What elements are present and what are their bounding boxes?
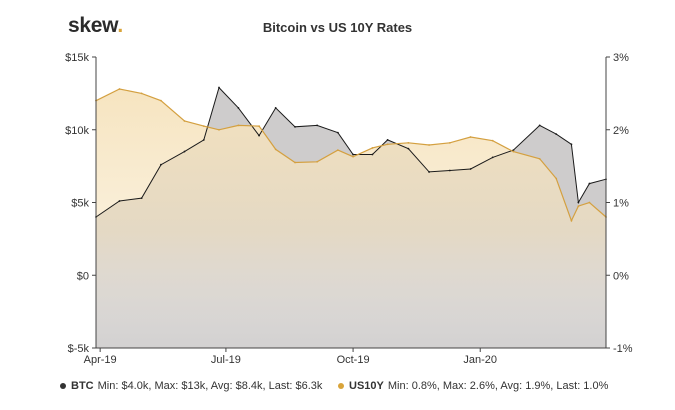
legend-us10y-stats: Min: 0.8%, Max: 2.6%, Avg: 1.9%, Last: 1…	[387, 380, 609, 392]
btc-point-1	[118, 200, 121, 202]
us10y-point-22	[538, 157, 541, 160]
btc-point-12	[336, 131, 339, 134]
us10y-point-16	[407, 141, 410, 144]
y-right-tick-label-4: -1%	[613, 343, 633, 355]
legend-us10y-dot-icon	[338, 383, 344, 390]
y-left-tick-label-2: $5k	[71, 198, 89, 210]
btc-point-15	[386, 139, 389, 141]
y-left-tick-label-3: $0	[77, 270, 89, 282]
us10y-point-11	[316, 160, 319, 163]
legend-btc-dot-icon	[60, 383, 66, 390]
btc-line	[95, 86, 607, 218]
btc-point-18	[448, 169, 451, 172]
us10y-point-12	[336, 149, 339, 152]
us10y-point-2	[140, 92, 143, 95]
us10y-point-5	[202, 125, 205, 128]
us10y-point-13	[352, 155, 354, 158]
legend-btc[interactable]: BTC Min: $4.0k, Max: $13k, Avg: $8.4k, La…	[60, 380, 322, 392]
btc-point-16	[407, 147, 410, 150]
us10y-point-9	[274, 148, 277, 151]
btc-point-14	[371, 153, 374, 156]
btc-point-3	[160, 163, 162, 166]
logo-text: skew	[68, 14, 118, 37]
us10y-point-19	[469, 136, 472, 138]
btc-point-8	[258, 134, 260, 137]
y-left-tick-label-0: $15k	[65, 52, 89, 64]
btc-point-6	[218, 86, 220, 89]
us10y-point-17	[428, 144, 430, 146]
y-right-tick-label-0: 3%	[613, 52, 629, 64]
x-tick-label-1: Jul-19	[211, 354, 241, 366]
btc-point-19	[469, 168, 472, 170]
us10y-point-25	[577, 205, 580, 208]
us10y-point-4	[183, 120, 186, 122]
btc-point-20	[491, 156, 494, 159]
us10y-point-10	[294, 161, 296, 164]
btc-point-13	[352, 153, 354, 156]
btc-point-11	[316, 124, 319, 127]
btc-point-9	[274, 107, 277, 109]
x-tick-label-0: Apr-19	[84, 354, 117, 366]
chart-title: Bitcoin vs US 10Y Rates	[262, 20, 413, 35]
btc-point-26	[588, 182, 591, 185]
btc-point-10	[294, 125, 296, 128]
btc-point-23	[555, 133, 558, 136]
btc-point-24	[570, 143, 573, 146]
us10y-point-1	[118, 88, 121, 90]
btc-point-17	[428, 171, 430, 173]
x-tick-label-3: Jan-20	[463, 354, 497, 366]
us10y-point-6	[218, 128, 220, 131]
legend-btc-name: BTC	[71, 380, 94, 392]
legend-us10y[interactable]: US10Y Min: 0.8%, Max: 2.6%, Avg: 1.9%, La…	[338, 380, 608, 392]
y-right-tick-label-1: 2%	[613, 125, 629, 137]
us10y-point-7	[237, 124, 240, 127]
btc-point-25	[577, 201, 580, 204]
y-left-tick-label-1: $10k	[65, 125, 89, 137]
y-right-tick-label-2: 1%	[613, 198, 629, 210]
btc-point-21	[512, 149, 515, 152]
us10y-area	[96, 89, 606, 348]
us10y-point-14	[371, 147, 374, 149]
legend-btc-stats: Min: $4.0k, Max: $13k, Avg: $8.4k, Last:…	[97, 380, 323, 392]
legend-us10y-name: US10Y	[349, 380, 384, 392]
us10y-point-26	[588, 201, 591, 204]
us10y-point-20	[491, 139, 494, 142]
btc-point-5	[202, 139, 205, 141]
us10y-point-3	[160, 99, 162, 102]
us10y-point-18	[448, 141, 451, 144]
y-left-tick-label-4: $-5k	[68, 343, 90, 355]
us10y-point-23	[555, 177, 558, 180]
btc-point-22	[538, 124, 541, 127]
us10y-point-24	[570, 219, 573, 222]
us10y-point-21	[512, 150, 515, 153]
skew-logo: skew.	[68, 14, 123, 38]
btc-point-2	[140, 197, 143, 200]
us10y-point-15	[386, 143, 389, 146]
x-tick-label-2: Oct-19	[337, 354, 370, 366]
btc-point-4	[183, 150, 186, 153]
logo-dot: .	[117, 14, 123, 37]
y-right-tick-label-3: 0%	[613, 270, 629, 282]
btc-point-7	[237, 107, 240, 109]
us10y-line	[95, 88, 607, 223]
us10y-point-8	[258, 125, 260, 128]
